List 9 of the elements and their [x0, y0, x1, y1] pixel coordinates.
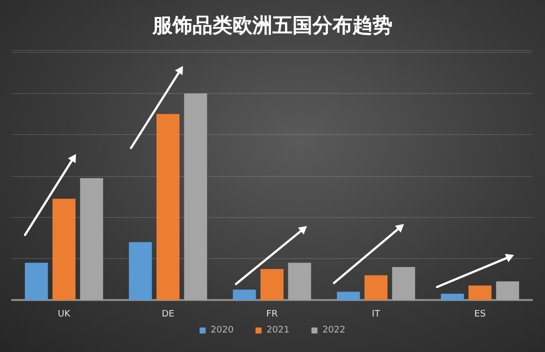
chart-title: 服饰品类欧洲五国分布趋势 — [152, 13, 392, 37]
x-tick-label: FR — [266, 310, 278, 320]
x-tick-label: UK — [58, 310, 72, 320]
legend-label: 2020 — [210, 326, 234, 336]
legend-label: 2021 — [266, 326, 290, 336]
legend-label: 2022 — [322, 326, 346, 336]
x-tick-label: DE — [162, 310, 175, 320]
x-tick-label: ES — [474, 310, 486, 320]
x-tick-label: IT — [372, 310, 381, 320]
